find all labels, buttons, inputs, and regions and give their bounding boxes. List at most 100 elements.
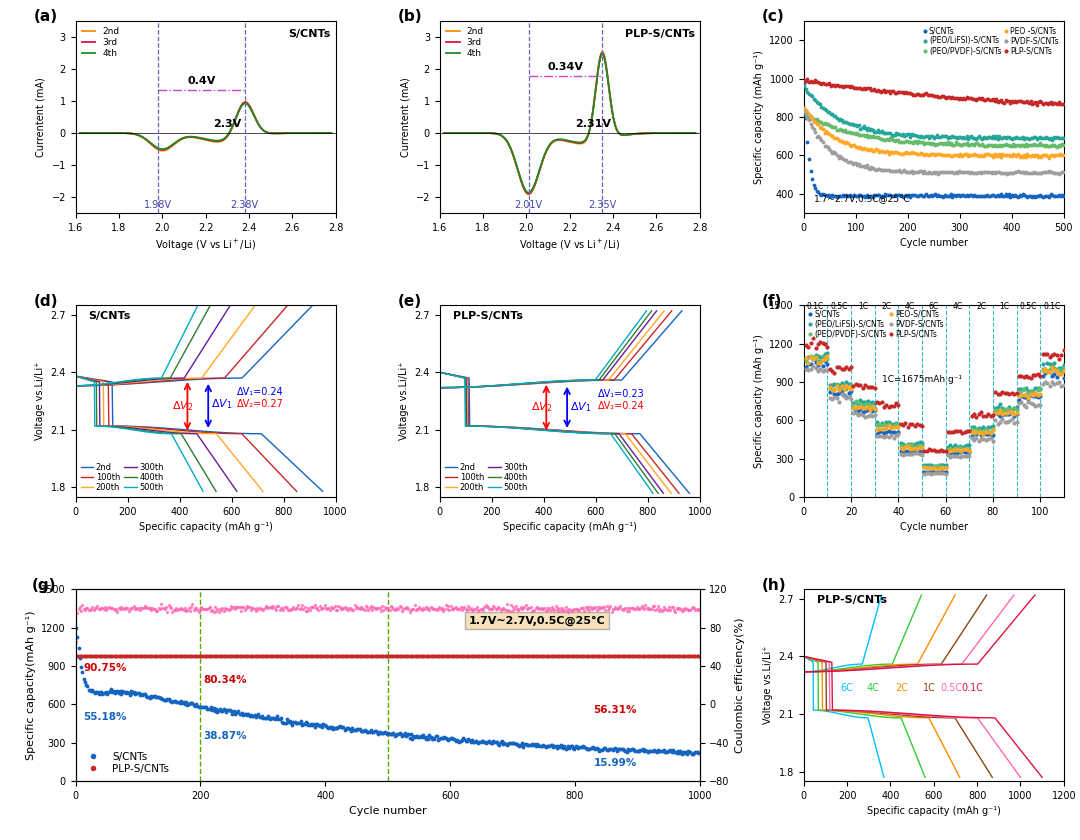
100th — [525, 379, 538, 389]
Point — [610, 743, 627, 756]
Point — [944, 91, 961, 104]
Point — [931, 137, 948, 150]
Point — [800, 107, 818, 120]
Point — [842, 118, 860, 131]
Point — [180, 601, 198, 615]
Point — [92, 649, 109, 663]
Point — [847, 127, 864, 140]
Point — [251, 601, 268, 614]
Point — [70, 602, 87, 616]
Point — [873, 425, 890, 438]
Point — [367, 725, 384, 738]
Point — [532, 601, 550, 614]
Point — [625, 602, 643, 616]
2nd — [325, 128, 338, 138]
Point — [881, 145, 899, 159]
Point — [510, 649, 527, 663]
Point — [877, 145, 894, 159]
Point — [819, 352, 836, 365]
Point — [629, 601, 646, 614]
Point — [494, 734, 511, 748]
2nd — [462, 382, 475, 392]
Point — [442, 649, 459, 663]
Point — [940, 443, 957, 456]
Point — [998, 406, 1015, 419]
Point — [894, 128, 912, 141]
Point — [225, 600, 242, 613]
Point — [819, 77, 836, 91]
Point — [420, 601, 437, 614]
Point — [461, 649, 478, 663]
Point — [1010, 390, 1027, 403]
Point — [98, 687, 116, 701]
Text: 2.31V: 2.31V — [576, 119, 611, 129]
Point — [609, 743, 626, 756]
Point — [828, 123, 846, 137]
Point — [351, 649, 368, 663]
Point — [502, 649, 519, 663]
Point — [797, 360, 814, 373]
Point — [368, 601, 386, 615]
Point — [148, 690, 165, 704]
Point — [933, 149, 950, 162]
Point — [185, 603, 202, 617]
Point — [612, 600, 630, 613]
Point — [613, 649, 631, 663]
Point — [1034, 358, 1051, 371]
Point — [934, 460, 951, 474]
Point — [863, 160, 880, 174]
Point — [79, 601, 96, 615]
3rd — [437, 128, 450, 138]
Point — [920, 466, 937, 480]
Point — [112, 649, 130, 663]
Point — [849, 189, 866, 202]
Point — [926, 138, 943, 151]
Point — [880, 126, 897, 139]
Point — [173, 695, 190, 708]
Point — [985, 92, 1002, 106]
Point — [162, 695, 179, 708]
Text: 2.35V: 2.35V — [589, 200, 617, 210]
Point — [420, 732, 437, 745]
Point — [145, 602, 162, 616]
Point — [811, 186, 828, 200]
Point — [822, 129, 839, 142]
Point — [669, 746, 686, 759]
Point — [416, 649, 433, 663]
Point — [1036, 347, 1053, 360]
Point — [1003, 149, 1021, 162]
Point — [633, 743, 650, 756]
Point — [818, 124, 835, 138]
Point — [894, 135, 912, 149]
Point — [352, 601, 369, 614]
Point — [906, 134, 923, 148]
Point — [430, 649, 447, 663]
Point — [1005, 387, 1023, 401]
Point — [433, 649, 450, 663]
Point — [535, 738, 552, 752]
Point — [994, 402, 1011, 415]
100th — [665, 306, 678, 316]
Point — [465, 649, 483, 663]
Point — [1035, 190, 1052, 203]
Point — [653, 649, 671, 663]
Point — [990, 139, 1008, 152]
Point — [333, 720, 350, 733]
Point — [391, 600, 408, 613]
Point — [976, 132, 994, 145]
Point — [453, 601, 470, 614]
Point — [846, 139, 863, 152]
200th — [658, 306, 671, 316]
Point — [405, 602, 422, 616]
Point — [1021, 189, 1038, 202]
Point — [941, 90, 958, 103]
Point — [226, 707, 243, 721]
Point — [797, 352, 814, 365]
Point — [864, 381, 881, 394]
Point — [1034, 369, 1051, 382]
Point — [825, 78, 842, 92]
2nd — [523, 189, 536, 199]
Point — [594, 743, 611, 756]
3rd — [325, 128, 338, 138]
Point — [449, 601, 467, 615]
